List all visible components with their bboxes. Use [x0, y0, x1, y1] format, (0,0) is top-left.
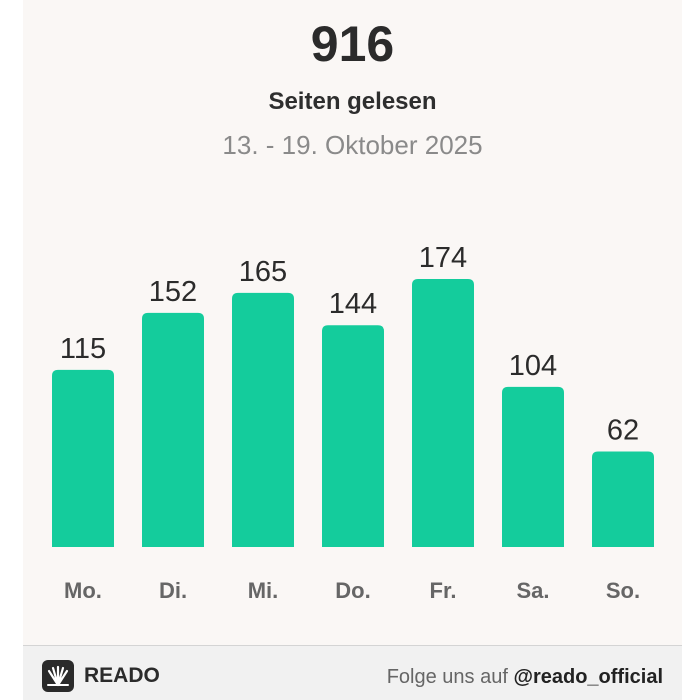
bar-chart: 115 Mo. 152 Di. 165 Mi. 144 Do. 174 Fr. 104 Sa. 62 So…: [52, 242, 654, 603]
bar-Sa.: [502, 386, 564, 547]
footer-bar: READO Folge uns auf @reado_official: [23, 645, 682, 700]
value-label: 144: [329, 288, 377, 320]
bar-Do.: [322, 325, 384, 547]
bar-Mo.: [52, 369, 114, 547]
bar-Fr.: [412, 279, 474, 547]
day-label: So.: [606, 578, 640, 603]
total-pages: 916: [310, 16, 395, 72]
day-label: Mo.: [64, 578, 102, 603]
follow-label: Folge uns auf: [386, 666, 508, 688]
bar-Mi.: [232, 292, 294, 547]
value-label: 165: [239, 256, 287, 288]
value-label: 115: [60, 333, 106, 365]
value-label: 104: [509, 350, 557, 382]
value-label: 174: [419, 242, 467, 274]
bar-So.: [592, 451, 654, 547]
value-label: 152: [149, 276, 197, 308]
follow-text: Folge uns auf @reado_official: [387, 664, 663, 690]
social-handle-link[interactable]: @reado_official: [513, 666, 663, 688]
page-title: Seiten gelesen: [268, 88, 437, 115]
day-label: Sa.: [516, 578, 549, 603]
day-label: Di.: [159, 578, 187, 603]
bar-Di.: [142, 312, 204, 547]
day-label: Mi.: [248, 578, 279, 603]
reado-logo-icon: [42, 660, 74, 692]
value-label: 62: [607, 415, 639, 447]
day-label: Do.: [335, 578, 370, 603]
brand-name: READO: [84, 664, 160, 687]
day-label: Fr.: [430, 578, 457, 603]
date-range: 13. - 19. Oktober 2025: [222, 130, 483, 160]
